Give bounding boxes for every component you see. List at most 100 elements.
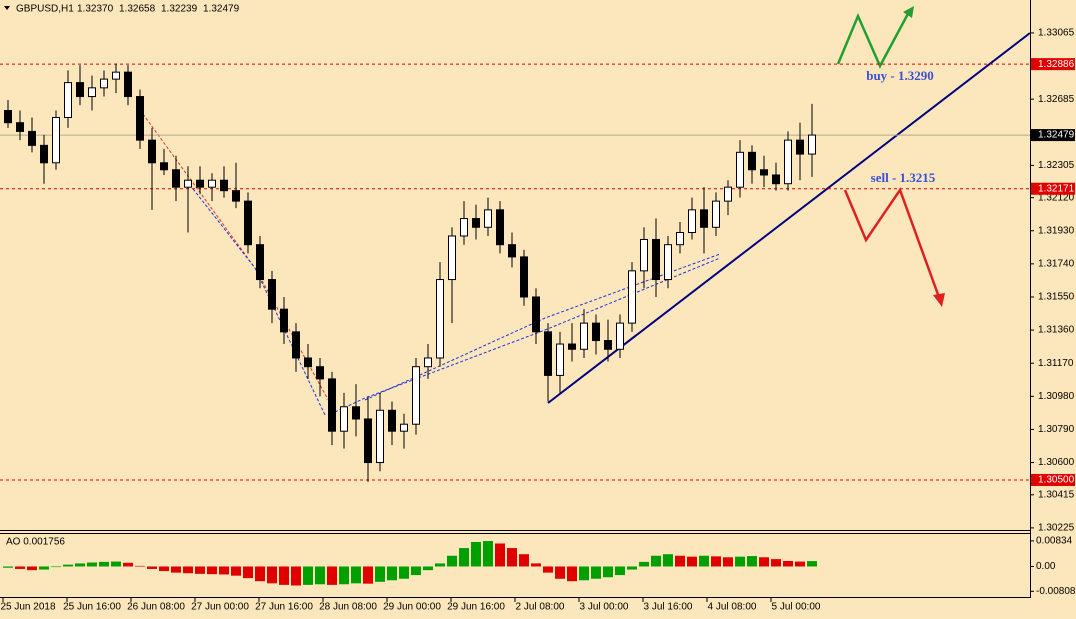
x-tick-label: 28 Jun 08:00	[319, 602, 377, 613]
level-label-box	[1031, 182, 1075, 195]
trend-line	[547, 32, 1031, 404]
ao-bar	[759, 557, 769, 567]
candle-body	[76, 82, 84, 98]
ao-bar	[747, 556, 757, 567]
ao-bar	[375, 566, 385, 582]
ao-bar	[651, 555, 661, 567]
candle-body	[544, 331, 552, 376]
ao-bar	[711, 556, 721, 567]
candle-body	[724, 186, 732, 202]
candle-body	[592, 322, 600, 342]
candle-body	[640, 238, 648, 272]
x-tick-label: 27 Jun 00:00	[191, 602, 249, 613]
candle-body	[376, 409, 384, 464]
candle-body	[160, 162, 168, 171]
candle-body	[808, 134, 816, 155]
y-tick-label: 1.31740	[1038, 259, 1075, 270]
ao-title: AO 0.001756	[6, 537, 65, 548]
buy-arrowhead	[903, 6, 914, 18]
ao-tick-label: 0.00	[1036, 561, 1056, 572]
x-tick-label: 26 Jun 08:00	[127, 602, 185, 613]
candle-body	[796, 139, 804, 155]
y-tick-label: 1.30415	[1038, 489, 1075, 500]
ao-bar	[63, 564, 73, 567]
y-tick-label: 1.31550	[1038, 292, 1075, 303]
ao-bar	[507, 548, 517, 567]
candle-body	[400, 423, 408, 432]
ao-bar	[687, 556, 697, 567]
ao-bar	[15, 566, 25, 569]
ao-bar	[231, 566, 241, 576]
candle-body	[664, 244, 672, 281]
ao-bar	[423, 566, 433, 571]
ao-bar	[99, 561, 109, 567]
ao-bar	[147, 566, 157, 569]
level-label: 1.32886	[1038, 59, 1075, 70]
y-tick-label: 1.32305	[1038, 160, 1075, 171]
ao-bar	[303, 566, 313, 585]
candle-body	[184, 179, 192, 188]
ao-bar	[159, 566, 169, 572]
ao-bar	[39, 566, 49, 570]
candle-body	[436, 279, 444, 359]
ao-bar	[771, 559, 781, 567]
candle-body	[340, 406, 348, 432]
x-tick-label: 3 Jul 00:00	[580, 602, 629, 613]
candle-body	[520, 256, 528, 298]
candle-body	[448, 235, 456, 281]
ao-bar	[207, 566, 217, 575]
ao-bar	[639, 561, 649, 567]
chart-title: GBPUSD,H1	[16, 4, 74, 15]
candle-body	[628, 270, 636, 324]
buy-arrow	[836, 9, 912, 69]
candle-body	[136, 96, 144, 141]
ao-bar	[351, 566, 361, 584]
ao-bar	[471, 541, 481, 567]
candle-body	[472, 218, 480, 228]
x-tick-label: 29 Jun 16:00	[447, 602, 505, 613]
candle-body	[784, 139, 792, 185]
buy-annotation: buy - 1.3290	[866, 68, 934, 83]
ao-bar	[327, 566, 337, 585]
candle-body	[52, 116, 60, 164]
candle-body	[652, 238, 660, 281]
candle-body	[208, 179, 216, 188]
ao-bar	[447, 555, 457, 567]
y-tick-label: 1.32685	[1038, 94, 1075, 105]
candle-body	[196, 179, 204, 188]
candle-body	[556, 343, 564, 376]
dashed-line	[189, 184, 326, 416]
x-tick-label: 2 Jul 08:00	[516, 602, 565, 613]
ao-bar	[579, 566, 589, 581]
candle-body	[760, 169, 768, 176]
y-tick-label: 1.30980	[1038, 391, 1075, 402]
candle-body	[700, 209, 708, 228]
candle-body	[352, 406, 360, 420]
candle-body	[736, 151, 744, 188]
x-tick-label: 25 Jun 16:00	[63, 602, 121, 613]
ao-bar	[519, 554, 529, 567]
y-tick-label: 1.33065	[1038, 28, 1075, 39]
ao-bar	[627, 566, 637, 570]
candle-body	[508, 244, 516, 258]
ao-bar	[699, 555, 709, 567]
ao-bar	[255, 566, 265, 582]
ao-bar	[195, 566, 205, 574]
candle-body	[424, 357, 432, 368]
ao-bar	[675, 555, 685, 567]
ao-bar	[75, 563, 85, 567]
level-label-box	[1031, 58, 1075, 71]
ao-bar	[87, 562, 97, 567]
candle-body	[460, 218, 468, 237]
candle-body	[328, 378, 336, 432]
ao-bar	[603, 566, 613, 578]
ao-bar	[591, 566, 601, 579]
header-low: 1.32239	[161, 4, 198, 15]
ao-bar	[315, 566, 325, 585]
ao-bar	[483, 541, 493, 567]
ao-bar	[555, 566, 565, 579]
candle-body	[688, 209, 696, 233]
candle-body	[244, 200, 252, 246]
ao-bar	[243, 566, 253, 579]
ao-bar	[411, 566, 421, 576]
